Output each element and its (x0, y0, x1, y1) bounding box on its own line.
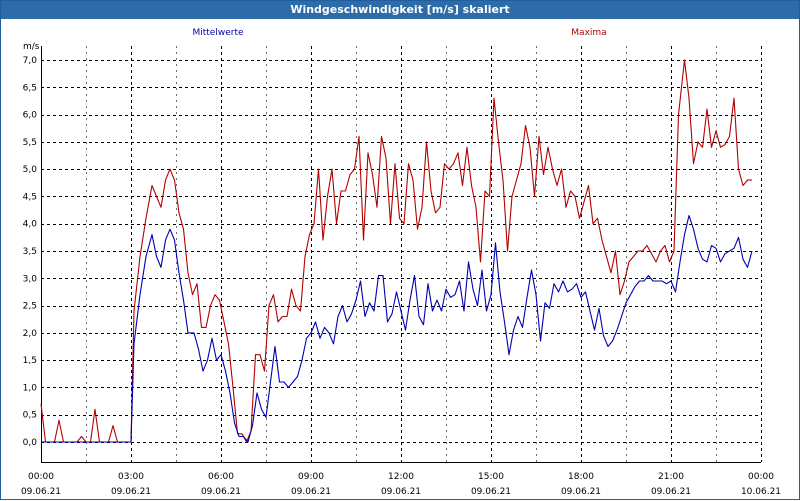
x-tick-time-label: 15:00 (478, 472, 504, 482)
x-tick-date-label: 09.06.21 (291, 487, 331, 497)
y-tick-label: 0,0 (23, 438, 38, 448)
legend-mittelwerte: Mittelwerte (192, 28, 243, 38)
x-tick-date-label: 09.06.21 (561, 487, 601, 497)
x-tick-date-label: 09.06.21 (201, 487, 241, 497)
y-tick-label: 6,5 (23, 83, 37, 93)
y-tick-label: 2,5 (23, 302, 37, 312)
y-tick-label: 4,0 (23, 220, 38, 230)
y-tick-label: 7,0 (23, 56, 38, 66)
y-tick-label: 6,0 (23, 111, 38, 121)
y-axis-unit-label: m/s (23, 42, 40, 52)
x-tick-date-label: 09.06.21 (471, 487, 511, 497)
x-tick-date-label: 09.06.21 (651, 487, 691, 497)
x-tick-time-label: 18:00 (568, 472, 594, 482)
x-tick-date-label: 09.06.21 (381, 487, 421, 497)
window-title: Windgeschwindigkeit [m/s] skaliert (1, 1, 799, 19)
y-tick-label: 5,0 (23, 165, 38, 175)
x-tick-date-label: 09.06.21 (111, 487, 151, 497)
x-tick-date-label: 10.06.21 (741, 487, 781, 497)
y-tick-label: 1,0 (23, 383, 38, 393)
x-tick-time-label: 06:00 (208, 472, 234, 482)
x-tick-time-label: 00:00 (748, 472, 774, 482)
series-line-mittelwerte (41, 214, 753, 443)
y-tick-label: 1,5 (23, 356, 37, 366)
y-tick-label: 3,5 (23, 247, 37, 257)
legend-maxima: Maxima (571, 28, 606, 38)
x-tick-time-label: 21:00 (658, 472, 684, 482)
x-tick-time-label: 00:00 (28, 472, 54, 482)
y-tick-label: 4,5 (23, 192, 37, 202)
x-tick-time-label: 03:00 (118, 472, 144, 482)
x-tick-date-label: 09.06.21 (21, 487, 61, 497)
x-tick-time-label: 09:00 (298, 472, 324, 482)
y-tick-label: 3,0 (23, 274, 38, 284)
y-tick-label: 5,5 (23, 138, 37, 148)
y-tick-label: 2,0 (23, 329, 38, 339)
series-line-maxima (40, 59, 752, 443)
y-tick-label: 0,5 (23, 411, 37, 421)
x-tick-time-label: 12:00 (388, 472, 414, 482)
